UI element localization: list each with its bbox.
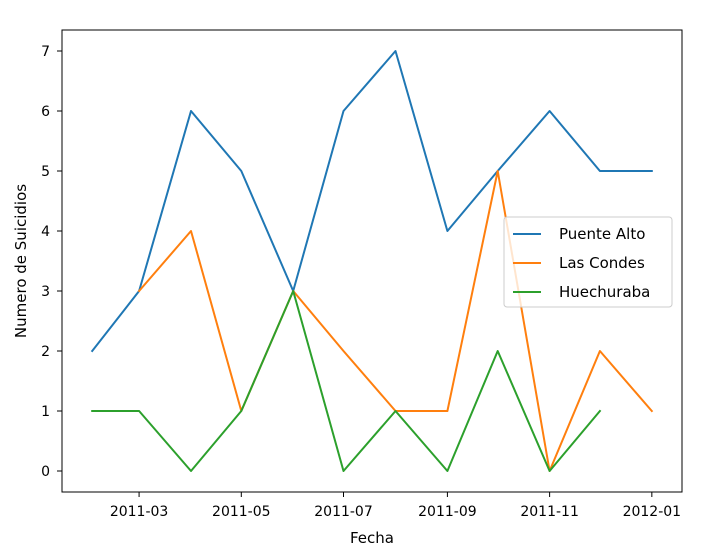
- x-tick-label: 2011-11: [520, 504, 579, 520]
- x-tick-label: 2012-01: [623, 504, 682, 520]
- legend-label-las-condes: Las Condes: [559, 254, 645, 272]
- y-tick-label: 1: [41, 404, 50, 420]
- x-tick-label: 2011-03: [110, 504, 169, 520]
- x-axis: 2011-03 2011-05 2011-07 2011-09 2011-11 2012-…: [110, 492, 681, 520]
- legend-frame: [503, 216, 673, 308]
- legend: Puente Alto Las Condes Huechuraba: [503, 216, 673, 308]
- y-tick-label: 6: [41, 104, 50, 120]
- plot-frame: [61, 29, 683, 493]
- y-tick-label: 4: [41, 224, 50, 240]
- series-line-huechuraba: [91, 290, 602, 472]
- legend-label-puente-alto: Puente Alto: [559, 225, 645, 243]
- x-tick-label: 2011-05: [212, 504, 271, 520]
- x-tick-label: 2011-07: [314, 504, 373, 520]
- y-tick-label: 3: [41, 284, 50, 300]
- y-tick-label: 7: [41, 44, 50, 60]
- y-tick-label: 0: [41, 464, 50, 480]
- y-axis: 0 1 2 3 4 5 6 7: [41, 44, 62, 480]
- x-axis-label: Fecha: [350, 529, 394, 547]
- series-line-puente-alto: [90, 50, 653, 353]
- x-tick-label: 2011-09: [418, 504, 477, 520]
- y-tick-label: 2: [41, 344, 50, 360]
- y-tick-label: 5: [41, 164, 50, 180]
- plot-lines: [90, 50, 654, 472]
- legend-label-huechuraba: Huechuraba: [559, 283, 650, 301]
- y-axis-label: Numero de Suicidios: [12, 184, 30, 338]
